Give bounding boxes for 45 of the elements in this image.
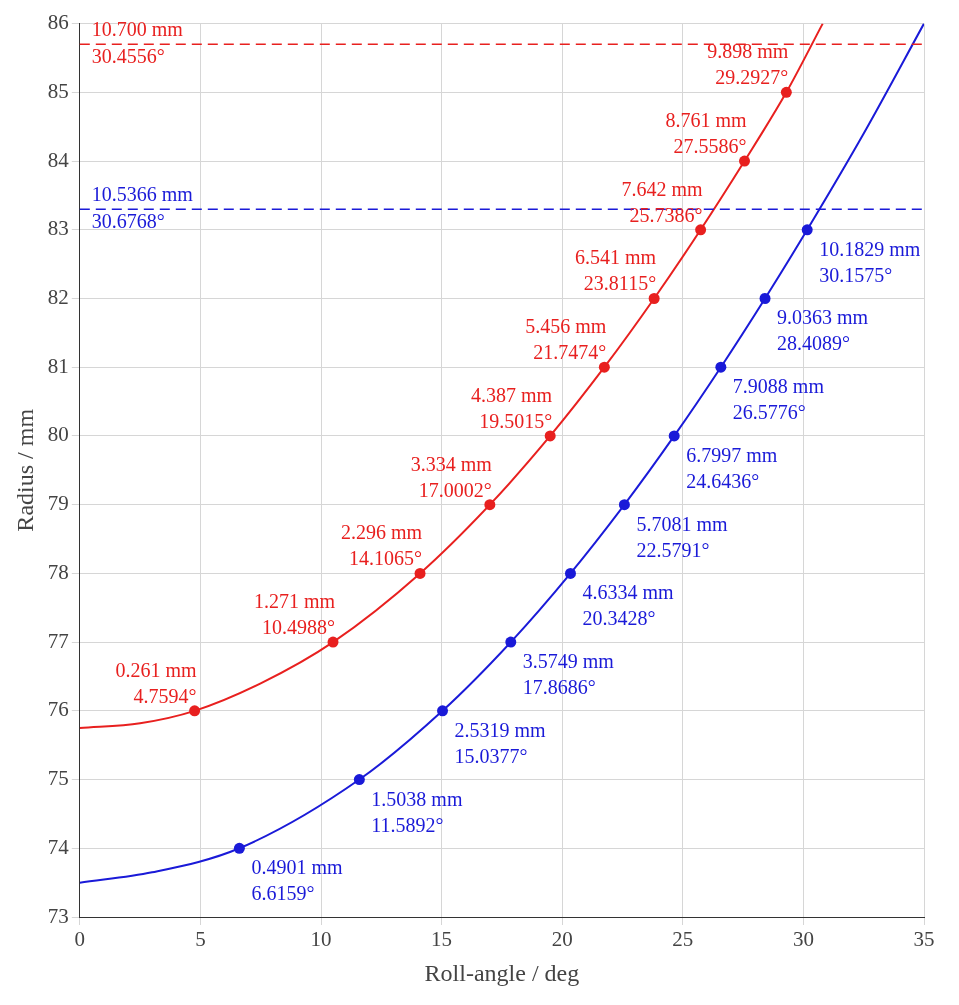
data-label: 9.0363 mm 28.4089°	[777, 306, 869, 355]
x-tick-label: 15	[431, 927, 453, 952]
ref-line-label: 10.5366 mm 30.6768°	[91, 183, 194, 233]
data-label: 6.7997 mm 24.6436°	[686, 443, 778, 492]
y-tick-label: 80	[47, 422, 69, 447]
x-axis-title: Roll-angle / deg	[424, 959, 580, 986]
x-tick-label: 30	[792, 927, 814, 952]
y-tick-label: 76	[47, 697, 69, 722]
data-label: 1.5038 mm 11.5892°	[371, 787, 463, 836]
y-tick-label: 85	[47, 78, 69, 103]
x-tick-label: 0	[74, 927, 86, 952]
data-label: 3.5749 mm 17.8686°	[522, 650, 615, 699]
data-label: 5.7081 mm 22.5791°	[636, 512, 728, 561]
data-label: 4.6334 mm 20.3428°	[582, 581, 675, 630]
data-label: 6.541 mm 23.8115°	[575, 246, 657, 295]
x-tick-label: 25	[672, 927, 694, 952]
data-label: 0.261 mm 4.7594°	[115, 658, 198, 707]
data-label: 2.5319 mm 15.0377°	[454, 718, 547, 767]
y-tick-label: 84	[47, 147, 70, 172]
data-label: 5.456 mm 21.7474°	[525, 315, 607, 364]
data-label: 2.296 mm 14.1065°	[340, 521, 423, 570]
y-tick-label: 82	[47, 285, 69, 310]
data-label: 0.4901 mm 6.6159°	[251, 856, 343, 905]
y-tick-label: 77	[47, 628, 69, 653]
y-tick-label: 79	[47, 491, 69, 516]
data-label: 3.334 mm 17.0002°	[410, 452, 493, 501]
y-tick-label: 74	[47, 834, 70, 859]
y-tick-label: 86	[47, 10, 69, 35]
y-tick-label: 81	[47, 353, 69, 378]
y-tick-label: 73	[47, 903, 69, 928]
data-label: 1.271 mm 10.4988°	[253, 590, 336, 639]
data-label: 7.642 mm 25.7386°	[621, 177, 704, 226]
data-label: 10.1829 mm 30.1575°	[819, 237, 921, 286]
x-tick-label: 5	[195, 927, 206, 952]
y-tick-label: 83	[47, 216, 69, 241]
data-label: 4.387 mm 19.5015°	[471, 383, 553, 432]
y-tick-label: 75	[47, 766, 69, 791]
x-tick-label: 10	[310, 927, 332, 952]
x-tick-label: 35	[913, 927, 935, 952]
data-label: 8.761 mm 27.5586°	[665, 109, 747, 158]
data-label: 7.9088 mm 26.5776°	[732, 375, 825, 424]
ref-line-label: 10.700 mm 30.4556°	[91, 18, 184, 68]
y-tick-label: 78	[47, 559, 69, 584]
x-tick-label: 20	[551, 927, 573, 952]
y-axis-title: Radius / mm	[11, 408, 38, 532]
